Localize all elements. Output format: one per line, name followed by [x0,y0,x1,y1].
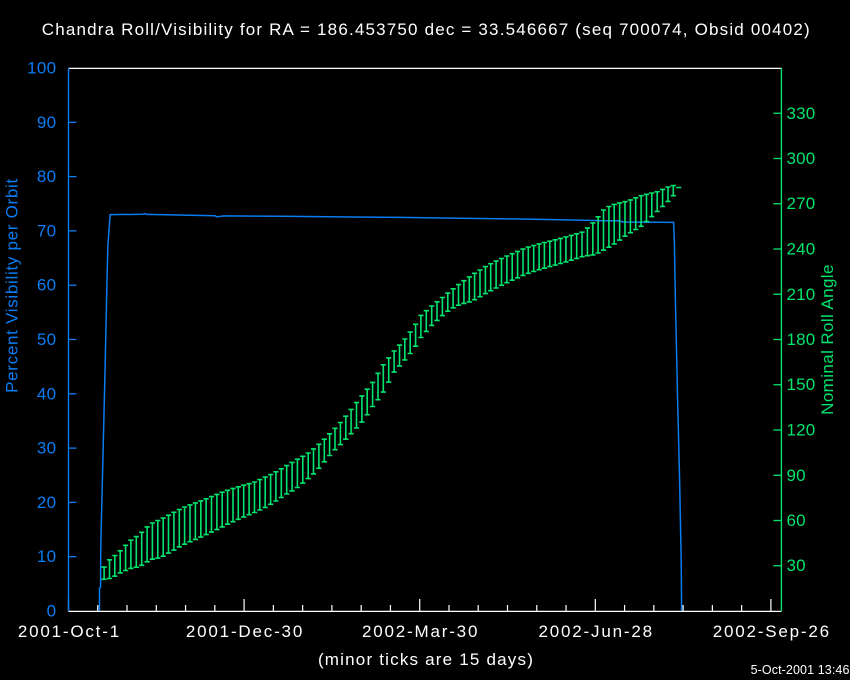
svg-text:30: 30 [37,439,56,458]
svg-text:5-Oct-2001 13:46: 5-Oct-2001 13:46 [751,663,850,677]
svg-text:60: 60 [787,511,806,530]
svg-text:2002-Mar-30: 2002-Mar-30 [362,622,479,641]
svg-text:20: 20 [37,493,56,512]
svg-text:90: 90 [787,466,806,485]
svg-text:Nominal Roll Angle: Nominal Roll Angle [818,264,837,415]
svg-text:180: 180 [787,330,816,349]
svg-text:150: 150 [787,375,816,394]
svg-text:40: 40 [37,384,56,403]
svg-text:(minor ticks are 15 days): (minor ticks are 15 days) [318,650,534,669]
svg-text:330: 330 [787,104,816,123]
svg-text:0: 0 [47,602,57,621]
svg-text:2001-Oct-1: 2001-Oct-1 [18,622,121,641]
svg-text:80: 80 [37,167,56,186]
svg-text:2002-Jun-28: 2002-Jun-28 [539,622,654,641]
svg-text:100: 100 [27,59,56,78]
svg-text:60: 60 [37,276,56,295]
svg-text:2002-Sep-26: 2002-Sep-26 [713,622,831,641]
svg-text:50: 50 [37,330,56,349]
svg-text:30: 30 [787,556,806,575]
svg-text:Percent Visibility per Orbit: Percent Visibility per Orbit [3,178,22,393]
svg-text:270: 270 [787,194,816,213]
svg-text:70: 70 [37,221,56,240]
svg-text:2001-Dec-30: 2001-Dec-30 [186,622,304,641]
svg-text:120: 120 [787,421,816,440]
svg-text:Chandra Roll/Visibility for RA: Chandra Roll/Visibility for RA = 186.453… [42,20,811,39]
svg-text:210: 210 [787,285,816,304]
svg-text:10: 10 [37,547,56,566]
svg-text:300: 300 [787,149,816,168]
svg-text:240: 240 [787,240,816,259]
svg-text:90: 90 [37,113,56,132]
